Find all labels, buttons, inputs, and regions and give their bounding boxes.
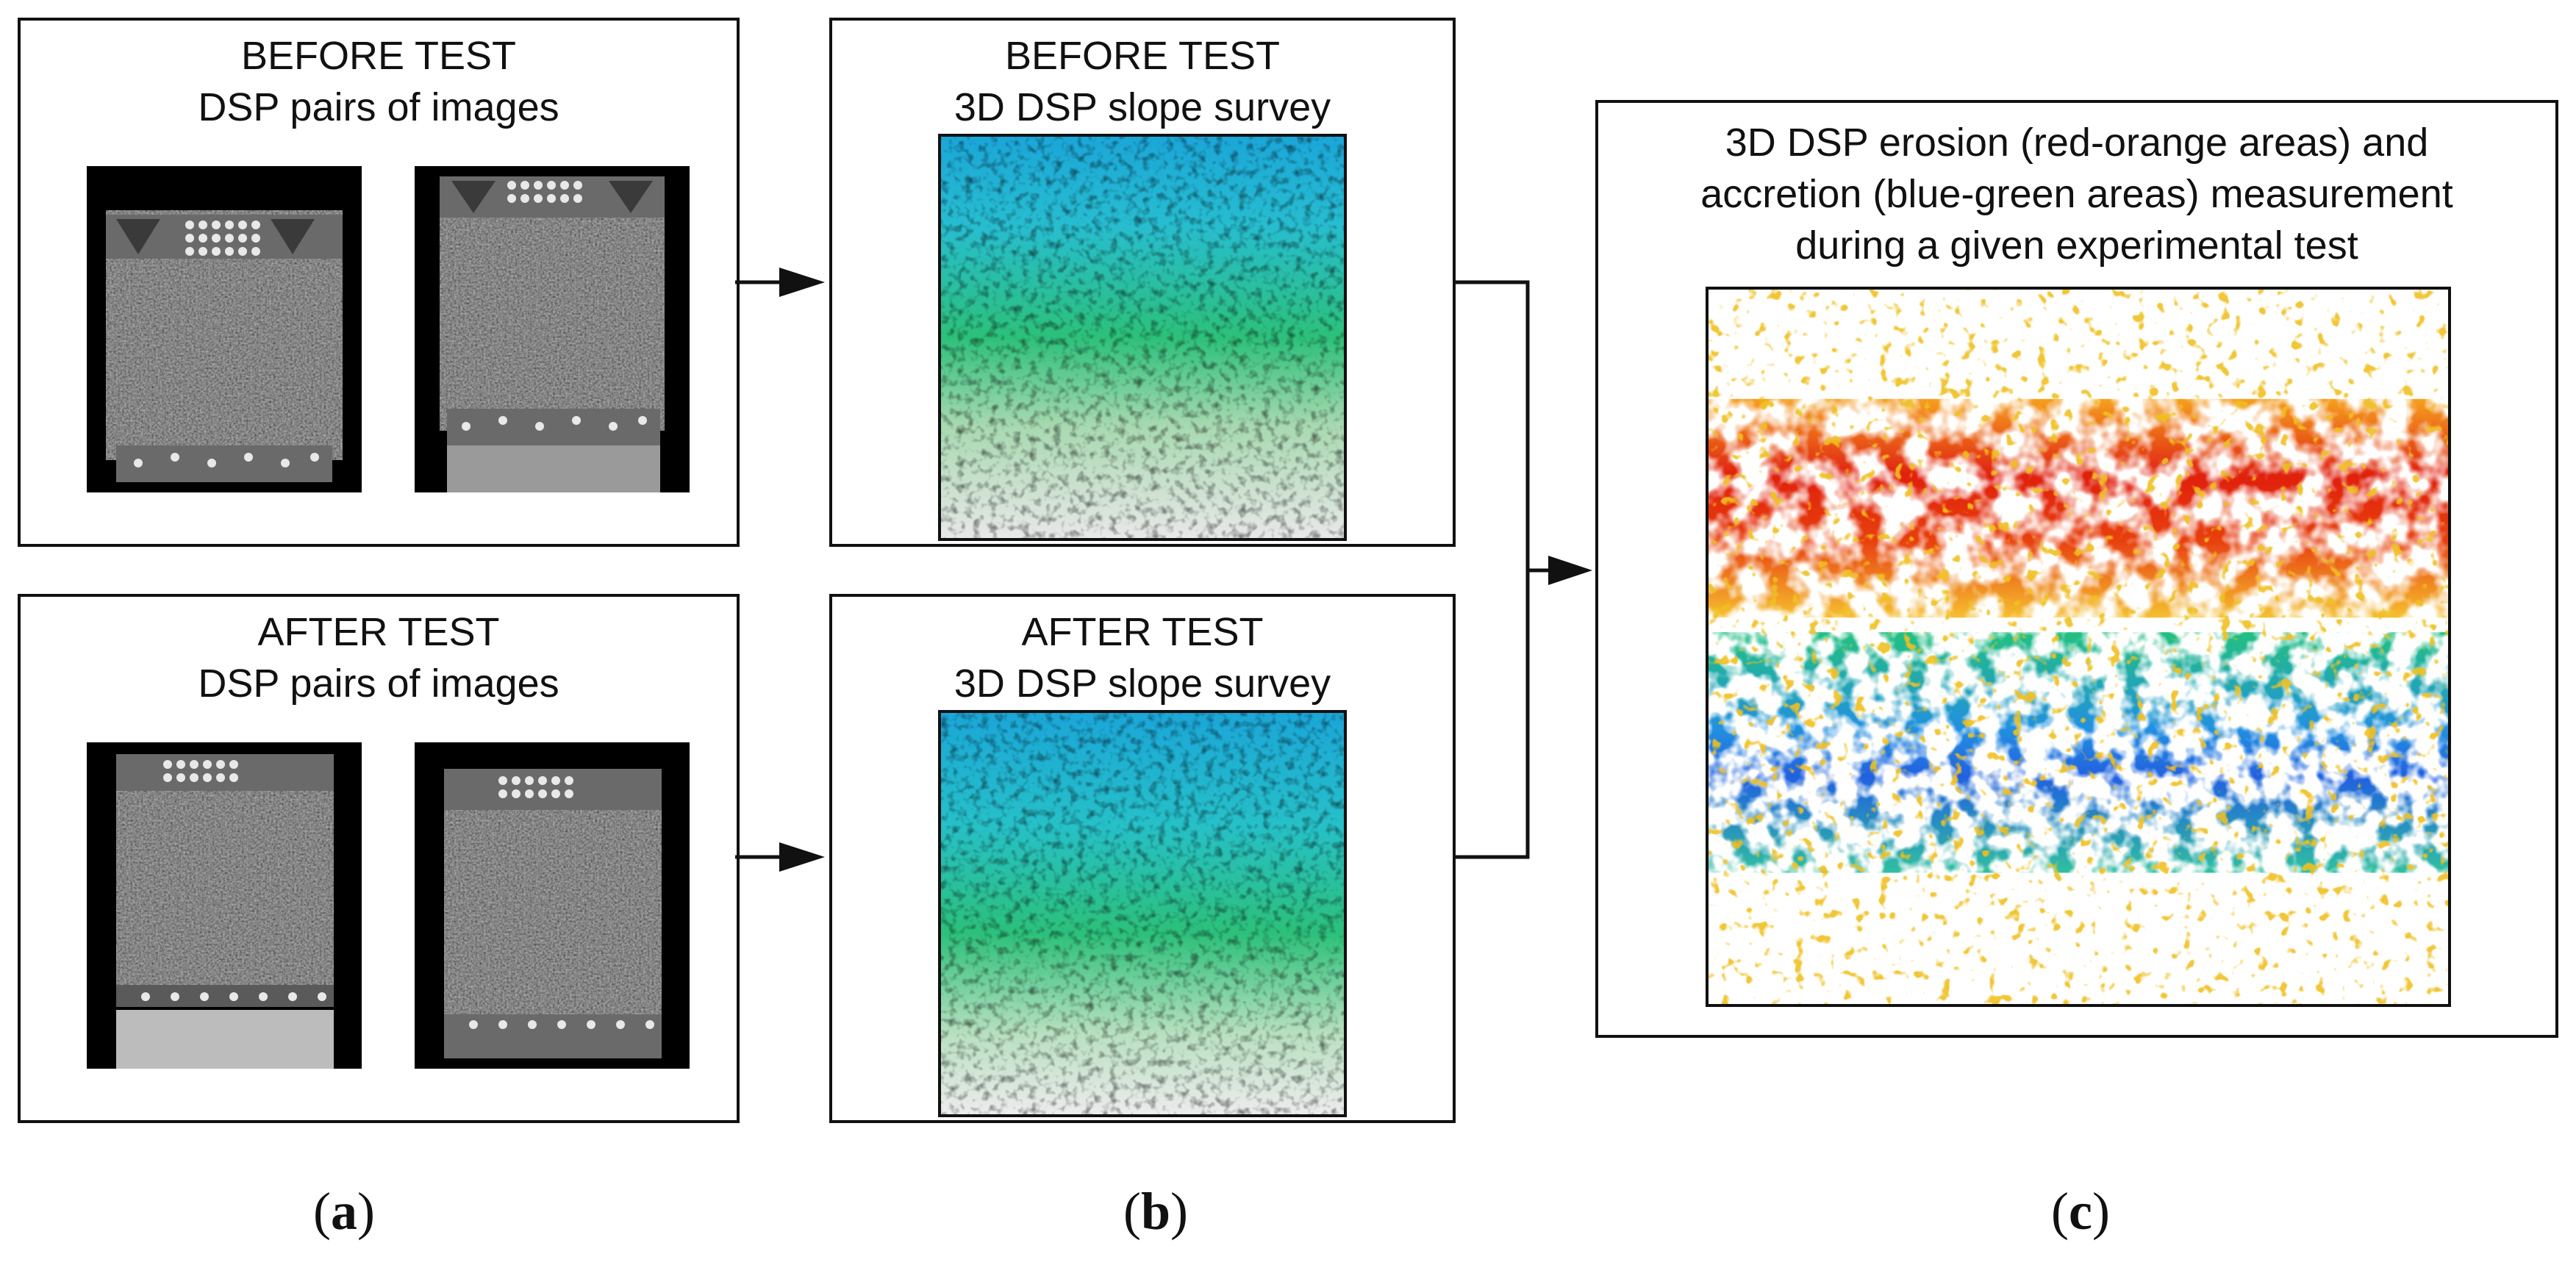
dsp-image-right-after bbox=[415, 742, 690, 1069]
panel-b-before-title-line2: 3D DSP slope survey bbox=[954, 85, 1331, 129]
panel-c-title-line3: during a given experimental test bbox=[1795, 223, 2358, 268]
caption-c: (c) bbox=[2051, 1182, 2110, 1241]
panel-a-before: BEFORE TEST DSP pairs of images bbox=[18, 18, 740, 547]
dsp-image-left-before bbox=[87, 166, 362, 492]
caption-b-open: ( bbox=[1123, 1182, 1141, 1241]
slope-survey-graphic bbox=[941, 713, 1344, 1114]
dsp-image-right-before bbox=[415, 166, 690, 492]
panel-a-before-title-line2: DSP pairs of images bbox=[198, 85, 559, 129]
panel-a-after: AFTER TEST DSP pairs of images bbox=[18, 594, 740, 1123]
arrow-a-to-b-before bbox=[735, 268, 825, 297]
slope-survey-after bbox=[938, 710, 1347, 1117]
connector-b-to-c bbox=[1454, 280, 1592, 859]
caption-b: (b) bbox=[1123, 1182, 1188, 1241]
caption-b-close: ) bbox=[1170, 1182, 1189, 1241]
slope-survey-graphic bbox=[941, 137, 1344, 538]
panel-a-after-title-line1: AFTER TEST bbox=[257, 610, 500, 654]
panel-b-before: BEFORE TEST 3D DSP slope survey bbox=[829, 18, 1456, 547]
caption-c-close: ) bbox=[2092, 1182, 2110, 1241]
panel-b-after: AFTER TEST 3D DSP slope survey bbox=[829, 594, 1456, 1123]
caption-a-close: ) bbox=[357, 1182, 375, 1241]
panel-a-before-title-line1: BEFORE TEST bbox=[240, 34, 517, 78]
panel-a-after-title-line2: DSP pairs of images bbox=[198, 662, 559, 706]
erosion-accretion-map bbox=[1706, 287, 2451, 1007]
caption-c-open: ( bbox=[2051, 1182, 2069, 1241]
panel-c: 3D DSP erosion (red-orange areas) and ac… bbox=[1595, 100, 2558, 1038]
caption-a-letter: a bbox=[330, 1182, 357, 1241]
panel-b-after-title-line2: 3D DSP slope survey bbox=[954, 662, 1331, 706]
panel-c-title-line1: 3D DSP erosion (red-orange areas) and bbox=[1725, 121, 2429, 165]
dsp-image-left-after bbox=[87, 742, 362, 1069]
panel-c-title-line2: accretion (blue-green areas) measurement bbox=[1700, 172, 2453, 216]
panel-b-before-title-line1: BEFORE TEST bbox=[1004, 34, 1281, 78]
erosion-accretion-graphic bbox=[1709, 290, 2448, 1004]
arrow-a-to-b-after bbox=[735, 842, 825, 872]
caption-c-letter: c bbox=[2068, 1182, 2092, 1241]
slope-survey-before bbox=[938, 134, 1347, 541]
caption-a-open: ( bbox=[313, 1182, 331, 1241]
caption-b-letter: b bbox=[1140, 1182, 1171, 1241]
panel-b-after-title-line1: AFTER TEST bbox=[1021, 610, 1264, 654]
caption-a: (a) bbox=[313, 1182, 375, 1241]
